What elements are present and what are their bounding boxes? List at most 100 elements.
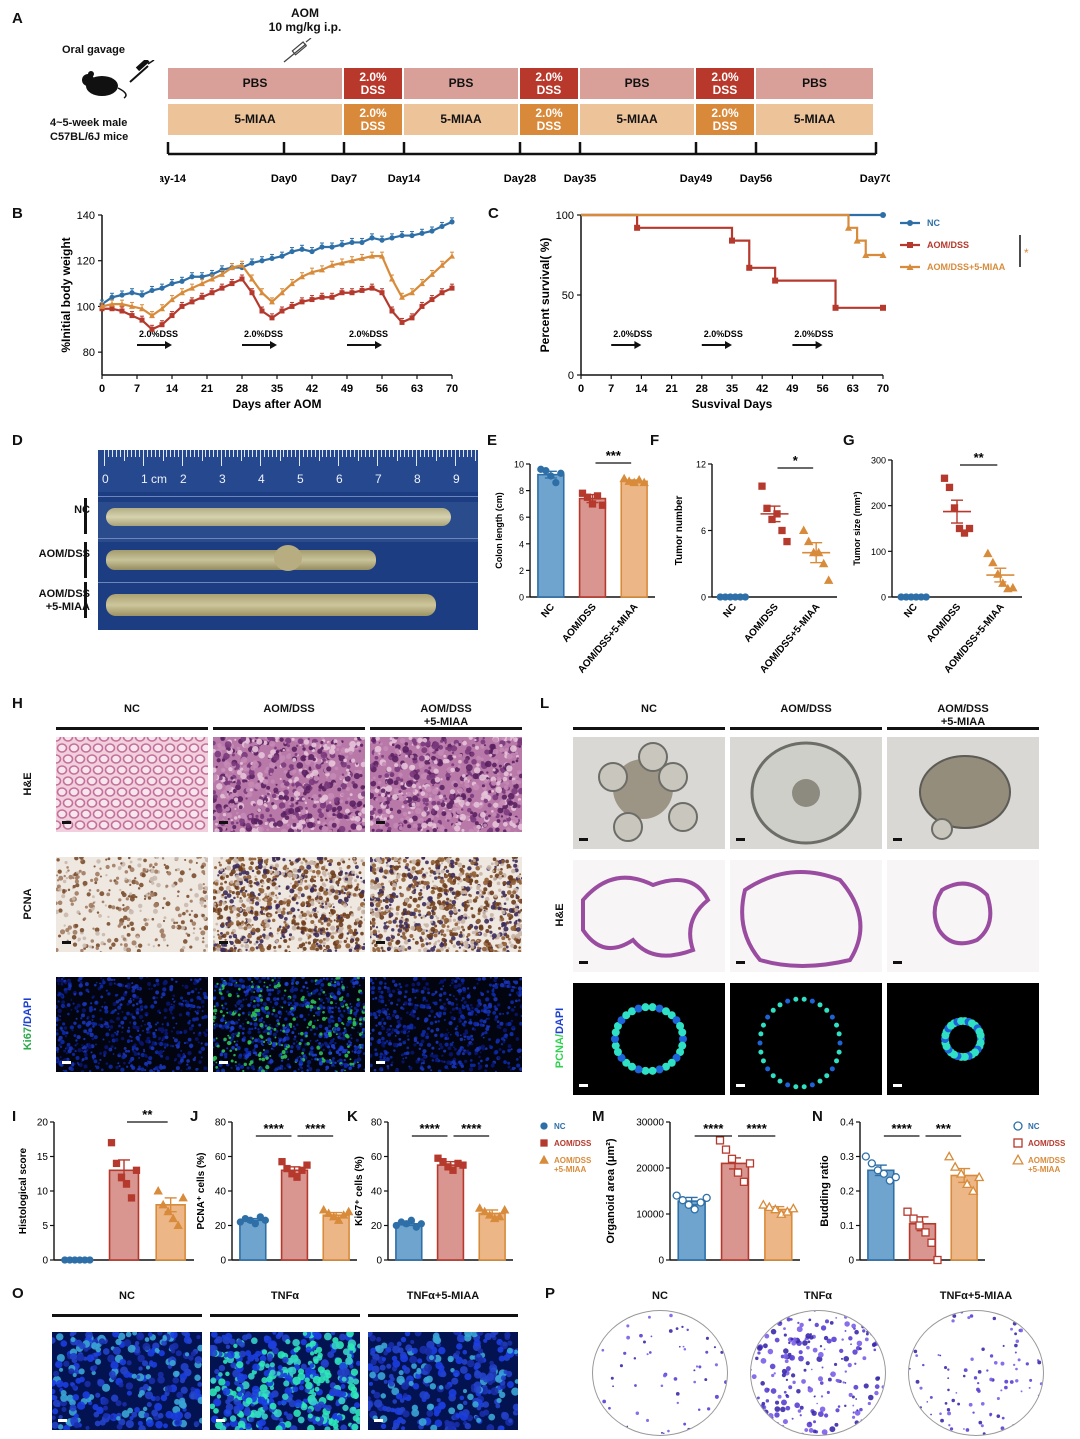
xcat-chartG-1: AOM/DSS <box>925 602 964 645</box>
data-point-chartN <box>921 1228 930 1237</box>
data-point-chartE <box>598 501 607 509</box>
ylabel-chartK: Ki67⁺ cells (%) <box>354 1156 365 1226</box>
data-point-chartI <box>107 1139 116 1147</box>
panelH-row-label-0: H&E <box>22 771 34 796</box>
data-point-chartN <box>885 1176 894 1185</box>
data-point-chartF <box>783 537 791 546</box>
data-point-chartI <box>178 1192 188 1202</box>
row2-segment-5: 2.0% DSS <box>696 104 756 135</box>
panel-label-c: C <box>488 205 499 222</box>
panelH-col-header-1: AOM/DSS <box>263 703 315 715</box>
sig-chartE-0: *** <box>606 448 622 463</box>
data-point-chartM <box>696 1198 705 1207</box>
weight-point <box>159 305 165 312</box>
ytick-chartI-0: 0 <box>42 1256 48 1267</box>
data-point-chartG <box>950 504 959 512</box>
scale-bar <box>216 1419 225 1422</box>
data-point-chartN <box>967 1185 979 1195</box>
timeline-day-6: Day49 <box>680 173 712 185</box>
scale-bar <box>893 1084 902 1087</box>
data-point-chartE <box>547 472 555 480</box>
xtick-chartC-4: 28 <box>696 383 708 395</box>
syringe-icon <box>283 38 312 63</box>
data-point-chartK <box>412 1223 420 1231</box>
data-point-chartN <box>873 1166 882 1175</box>
data-point-chartF <box>813 547 824 557</box>
xtick-chartC-10: 70 <box>877 383 889 395</box>
weight-point <box>299 246 305 252</box>
dss-arrow-label-chartC-1: 2.0%DSS <box>704 329 743 339</box>
ytick-chartE-5: 10 <box>514 460 524 470</box>
data-point-chartF <box>741 593 749 601</box>
panelL-row-label-1: PCNA/DAPI <box>554 998 566 1078</box>
ylabel-chartM: Organoid area (μm²) <box>605 1138 617 1243</box>
data-point-chartN <box>961 1178 973 1189</box>
data-point-chartJ <box>236 1218 244 1226</box>
data-point-chartN <box>973 1171 985 1182</box>
weight-point <box>99 303 105 309</box>
panel-label-h: H <box>12 695 23 712</box>
data-point-chartJ <box>283 1164 291 1173</box>
weight-point <box>309 269 315 275</box>
panelP-col-header-0: NC <box>652 1290 668 1302</box>
oral-gavage-label: Oral gavage <box>62 44 125 56</box>
sig-chartN-0: **** <box>892 1121 913 1136</box>
ytick-chartJ-1: 20 <box>215 1221 227 1232</box>
ytick-chartN-0: 0 <box>848 1256 854 1267</box>
ruler-number-8: 8 <box>414 472 421 486</box>
data-point-chartM <box>788 1203 799 1213</box>
weight-point <box>209 276 215 282</box>
scale-bar <box>62 941 71 944</box>
scale-bar <box>736 961 745 964</box>
weight-point <box>179 289 185 296</box>
data-point-chartI <box>168 1213 178 1223</box>
weight-point <box>329 262 335 268</box>
bar-chartE-0 <box>537 473 565 598</box>
weight-point <box>309 248 315 255</box>
data-point-chartF <box>798 525 809 535</box>
weight-point <box>319 294 325 300</box>
ytick-chartJ-0: 0 <box>220 1256 226 1267</box>
data-point-chartF <box>803 536 814 546</box>
tumor-bulge <box>274 545 302 571</box>
weight-point <box>109 306 115 312</box>
weight-point <box>449 285 455 291</box>
weight-point <box>109 301 115 307</box>
xtick-chartC-1: 7 <box>608 383 614 395</box>
weight-point <box>329 244 335 250</box>
data-point-chartE <box>639 477 649 487</box>
weight-point <box>449 253 455 259</box>
panelH-col-bar-0 <box>56 727 208 730</box>
weight-point <box>289 303 295 309</box>
panel-label-o: O <box>12 1285 24 1302</box>
panel-label-m: M <box>592 1108 605 1125</box>
ruler-number-7: 7 <box>375 472 382 486</box>
dss-arrow-label-chartC-0: 2.0%DSS <box>613 329 652 339</box>
xtick-chartC-3: 21 <box>665 383 677 395</box>
ytick-chartB-3: 140 <box>77 210 95 222</box>
weight-point <box>349 290 355 296</box>
data-point-chartG <box>955 524 964 533</box>
data-point-chartG <box>998 578 1008 587</box>
data-point-chartN <box>933 1255 942 1265</box>
data-point-chartF <box>763 504 771 512</box>
colon-row-bar-2 <box>84 582 87 618</box>
ytick-chartE-0: 0 <box>519 593 524 603</box>
weight-point <box>299 299 305 305</box>
ki67-tile-1 <box>213 977 365 1072</box>
ylabel-chartC: Percent survival( %) <box>538 238 552 353</box>
weight-point <box>199 294 205 300</box>
panelL-col-header-2: AOM/DSS +5-MIAA <box>937 703 989 728</box>
data-point-chartG <box>965 524 974 533</box>
data-point-chartN <box>879 1169 888 1178</box>
weight-point <box>129 303 135 309</box>
xtick-chartB-10: 70 <box>446 383 458 395</box>
panel-label-i: I <box>12 1108 17 1125</box>
mice-line-2: C57BL/6J mice <box>50 131 129 143</box>
weight-point <box>139 305 145 312</box>
he-tile-2 <box>370 737 522 832</box>
panelH-col-header-0: NC <box>124 703 140 715</box>
sig-chartK-0: **** <box>420 1121 441 1136</box>
data-point-chartG <box>945 483 954 492</box>
ytick-chartG-1: 100 <box>871 547 886 557</box>
